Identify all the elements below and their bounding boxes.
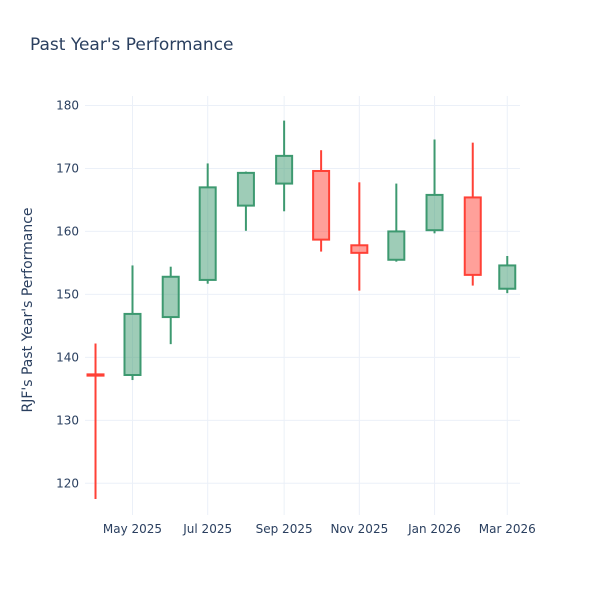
- grid: [85, 96, 520, 515]
- candle-decreasing: [312, 150, 331, 252]
- x-tick-label: Jan 2026: [407, 522, 461, 536]
- candle-decreasing: [350, 182, 369, 291]
- candle-body: [161, 275, 180, 319]
- candle-body: [463, 196, 482, 276]
- y-tick-label: 120: [56, 476, 79, 490]
- candle-increasing: [387, 183, 406, 262]
- y-tick-label: 150: [56, 287, 79, 301]
- candle-body: [123, 312, 142, 376]
- candle-body: [198, 186, 217, 281]
- y-tick-label: 160: [56, 224, 79, 238]
- x-tick-label: Sep 2025: [256, 522, 313, 536]
- candle-increasing: [425, 139, 444, 234]
- x-tick-label: Jul 2025: [182, 522, 232, 536]
- candle-increasing: [161, 266, 180, 345]
- candle-decreasing: [86, 343, 105, 500]
- candle-increasing: [198, 163, 217, 284]
- candles: [86, 120, 517, 500]
- candle-body: [275, 154, 294, 185]
- chart-title: Past Year's Performance: [30, 35, 234, 55]
- x-tick-label: Mar 2026: [479, 522, 536, 536]
- y-ticks: 120 130 140 150 160 170 180: [56, 99, 79, 491]
- candle-body: [498, 264, 517, 290]
- y-tick-label: 140: [56, 350, 79, 364]
- candle-body: [350, 244, 369, 254]
- candle-body: [387, 230, 406, 261]
- candle-increasing: [498, 255, 517, 294]
- y-tick-label: 130: [56, 413, 79, 427]
- candle-increasing: [236, 171, 255, 231]
- x-ticks: May 2025 Jul 2025 Sep 2025 Nov 2025 Jan 2026…: [103, 522, 536, 536]
- x-tick-label: May 2025: [103, 522, 162, 536]
- candle-body: [425, 193, 444, 232]
- y-axis-label: RJF's Past Year's Performance: [20, 207, 36, 412]
- candle-body: [86, 373, 105, 377]
- candle-body: [236, 171, 255, 207]
- candle-increasing: [123, 265, 142, 381]
- y-tick-label: 180: [56, 99, 79, 113]
- y-tick-label: 170: [56, 161, 79, 175]
- x-tick-label: Nov 2025: [330, 522, 388, 536]
- candle-body: [312, 169, 331, 241]
- candle-decreasing: [463, 142, 482, 286]
- candle-increasing: [275, 120, 294, 212]
